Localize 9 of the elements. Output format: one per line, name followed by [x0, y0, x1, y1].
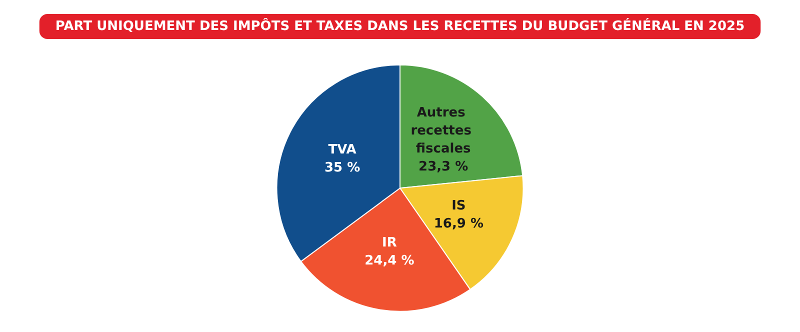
- chart-title: PART UNIQUEMENT DES IMPÔTS ET TAXES DANS LES RECETTES DU BUDGET GÉNÉRAL EN 2025: [55, 17, 745, 34]
- data-label: 16,9 %: [434, 216, 484, 232]
- slice-label: IR: [382, 235, 397, 250]
- data-label: 35 %: [324, 160, 360, 176]
- slice-label: TVA: [328, 142, 356, 158]
- data-label: 24,4 %: [364, 253, 414, 268]
- data-label: 23,3 %: [418, 160, 468, 175]
- slice-label: Autres recettes fiscales: [410, 106, 476, 157]
- slice-label: IS: [452, 198, 466, 214]
